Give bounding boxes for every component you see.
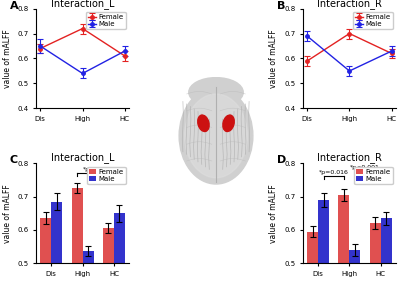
Text: *p<0.001: *p<0.001 — [83, 167, 113, 172]
Bar — [370, 223, 381, 286]
Text: D: D — [277, 155, 286, 165]
Bar — [40, 218, 51, 286]
Text: C: C — [10, 155, 18, 165]
Bar — [72, 188, 82, 286]
Text: *p<0.001: *p<0.001 — [350, 165, 380, 170]
Legend: Female, Male: Female, Male — [87, 167, 126, 184]
Text: A: A — [10, 1, 18, 11]
Y-axis label: value of mALFF: value of mALFF — [2, 184, 12, 243]
Bar — [318, 200, 329, 286]
Legend: Female, Male: Female, Male — [353, 12, 392, 29]
Y-axis label: value of mALFF: value of mALFF — [270, 184, 278, 243]
Bar — [103, 228, 114, 286]
Bar — [82, 251, 94, 286]
Title: Interaction_L: Interaction_L — [51, 0, 114, 9]
Text: *p=0.016: *p=0.016 — [319, 170, 349, 175]
Ellipse shape — [179, 88, 253, 184]
Bar — [350, 250, 360, 286]
Bar — [307, 231, 318, 286]
Title: Interaction_R: Interaction_R — [317, 0, 382, 9]
Legend: Female, Male: Female, Male — [86, 12, 126, 29]
Legend: Female, Male: Female, Male — [354, 167, 392, 184]
Text: B: B — [277, 1, 285, 11]
Bar — [338, 195, 350, 286]
Title: Interaction_L: Interaction_L — [51, 152, 114, 163]
Ellipse shape — [184, 94, 248, 178]
Bar — [51, 202, 62, 286]
Bar — [114, 213, 125, 286]
Title: Interaction_R: Interaction_R — [317, 152, 382, 163]
Ellipse shape — [189, 78, 243, 107]
Ellipse shape — [223, 115, 234, 132]
Y-axis label: value of mALFF: value of mALFF — [270, 29, 278, 88]
Ellipse shape — [198, 115, 209, 132]
Y-axis label: value of mALFF: value of mALFF — [2, 29, 12, 88]
Bar — [381, 218, 392, 286]
